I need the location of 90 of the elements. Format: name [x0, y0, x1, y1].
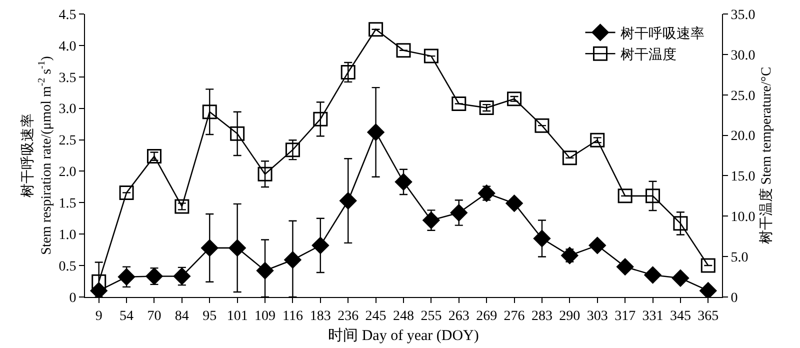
x-tick-label: 54: [120, 308, 134, 324]
x-tick-label: 283: [531, 308, 552, 324]
point: [590, 132, 605, 148]
point: [506, 194, 523, 212]
legend-label: 树干温度: [620, 47, 676, 64]
point: [452, 96, 466, 111]
point: [367, 124, 384, 141]
point: [616, 258, 634, 276]
x-tick-label: 109: [254, 308, 276, 324]
y-tick-label: 2.0: [58, 165, 76, 180]
point: [396, 43, 411, 58]
point: [202, 104, 217, 120]
x-tick-label: 290: [559, 308, 580, 324]
point: [478, 184, 496, 202]
x-tick-label: 263: [448, 308, 470, 324]
point: [561, 246, 578, 264]
point: [673, 216, 688, 231]
point: [479, 100, 494, 116]
x-tick-label: 331: [642, 308, 664, 324]
point: [368, 22, 384, 37]
point: [646, 188, 660, 204]
y2-tick-label: 0: [730, 290, 738, 306]
point: [340, 64, 356, 80]
point: [118, 268, 136, 286]
point: [173, 268, 190, 285]
point: [534, 118, 550, 133]
legend-label: 树干呼吸速率: [620, 26, 704, 42]
point: [230, 126, 245, 141]
y2-tick-label: 30.0: [730, 48, 756, 64]
point: [146, 149, 162, 164]
point: [92, 274, 106, 289]
point: [533, 230, 551, 248]
point: [450, 204, 468, 222]
y-tick-label: 0: [69, 290, 76, 306]
point: [313, 112, 328, 126]
point: [146, 268, 163, 285]
point: [422, 212, 440, 229]
point: [700, 258, 716, 273]
point: [507, 92, 522, 106]
x-tick-label: 245: [365, 308, 386, 324]
x-tick-label: 345: [670, 308, 691, 324]
y-tick-label: 0.5: [58, 259, 76, 274]
point: [618, 188, 632, 204]
y-tick-label: 1.5: [58, 196, 76, 212]
point: [424, 48, 438, 64]
y2-tick-label: 15.0: [730, 170, 756, 185]
x-tick-label: 70: [147, 308, 162, 324]
point: [588, 236, 606, 254]
point: [312, 236, 329, 254]
x-tick-label: 84: [174, 308, 189, 324]
y-tick-label: 1.0: [58, 228, 76, 244]
y-tick-label: 2.5: [58, 134, 76, 149]
x-tick-label: 276: [504, 308, 525, 324]
x-tick-label: 269: [476, 308, 498, 324]
y2-tick-label: 35.0: [730, 8, 756, 23]
y2-tick-label: 5.0: [730, 250, 748, 266]
y-tick-label: 4.5: [58, 8, 76, 23]
point: [256, 262, 274, 280]
point: [672, 270, 690, 287]
point: [258, 166, 272, 182]
point: [394, 173, 412, 190]
x-tick-label: 9: [95, 308, 102, 324]
point: [562, 150, 577, 166]
x-tick-label: 101: [226, 308, 248, 324]
x-tick-label: 248: [393, 308, 414, 324]
point: [644, 266, 662, 284]
y2-tick-label: 25.0: [730, 88, 756, 104]
point: [285, 142, 300, 158]
x-tick-label: 303: [586, 308, 608, 324]
point: [284, 251, 302, 268]
point: [700, 282, 717, 297]
point: [228, 239, 246, 256]
point: [340, 192, 357, 210]
y2-tick-label: 10.0: [730, 210, 756, 226]
point: [201, 239, 218, 256]
y2-tick-label: 20.0: [730, 129, 756, 144]
x-tick-label: 116: [282, 308, 303, 324]
y2-axis-title: 树干温度 Stem temperature/°C: [758, 66, 775, 244]
point: [174, 199, 190, 214]
y-tick-label: 4.0: [58, 39, 76, 54]
y-tick-label: 3.5: [58, 70, 76, 86]
x-tick-label: 183: [310, 308, 331, 324]
x-tick-label: 95: [202, 308, 217, 324]
x-tick-label: 365: [698, 308, 719, 324]
point: [119, 185, 134, 200]
x-tick-label: 317: [614, 308, 636, 324]
x-tick-label: 255: [420, 308, 442, 324]
y-tick-label: 3.0: [58, 102, 76, 118]
x-axis-title: 时间 Day of year (DOY): [328, 326, 479, 344]
x-tick-label: 236: [338, 308, 359, 324]
